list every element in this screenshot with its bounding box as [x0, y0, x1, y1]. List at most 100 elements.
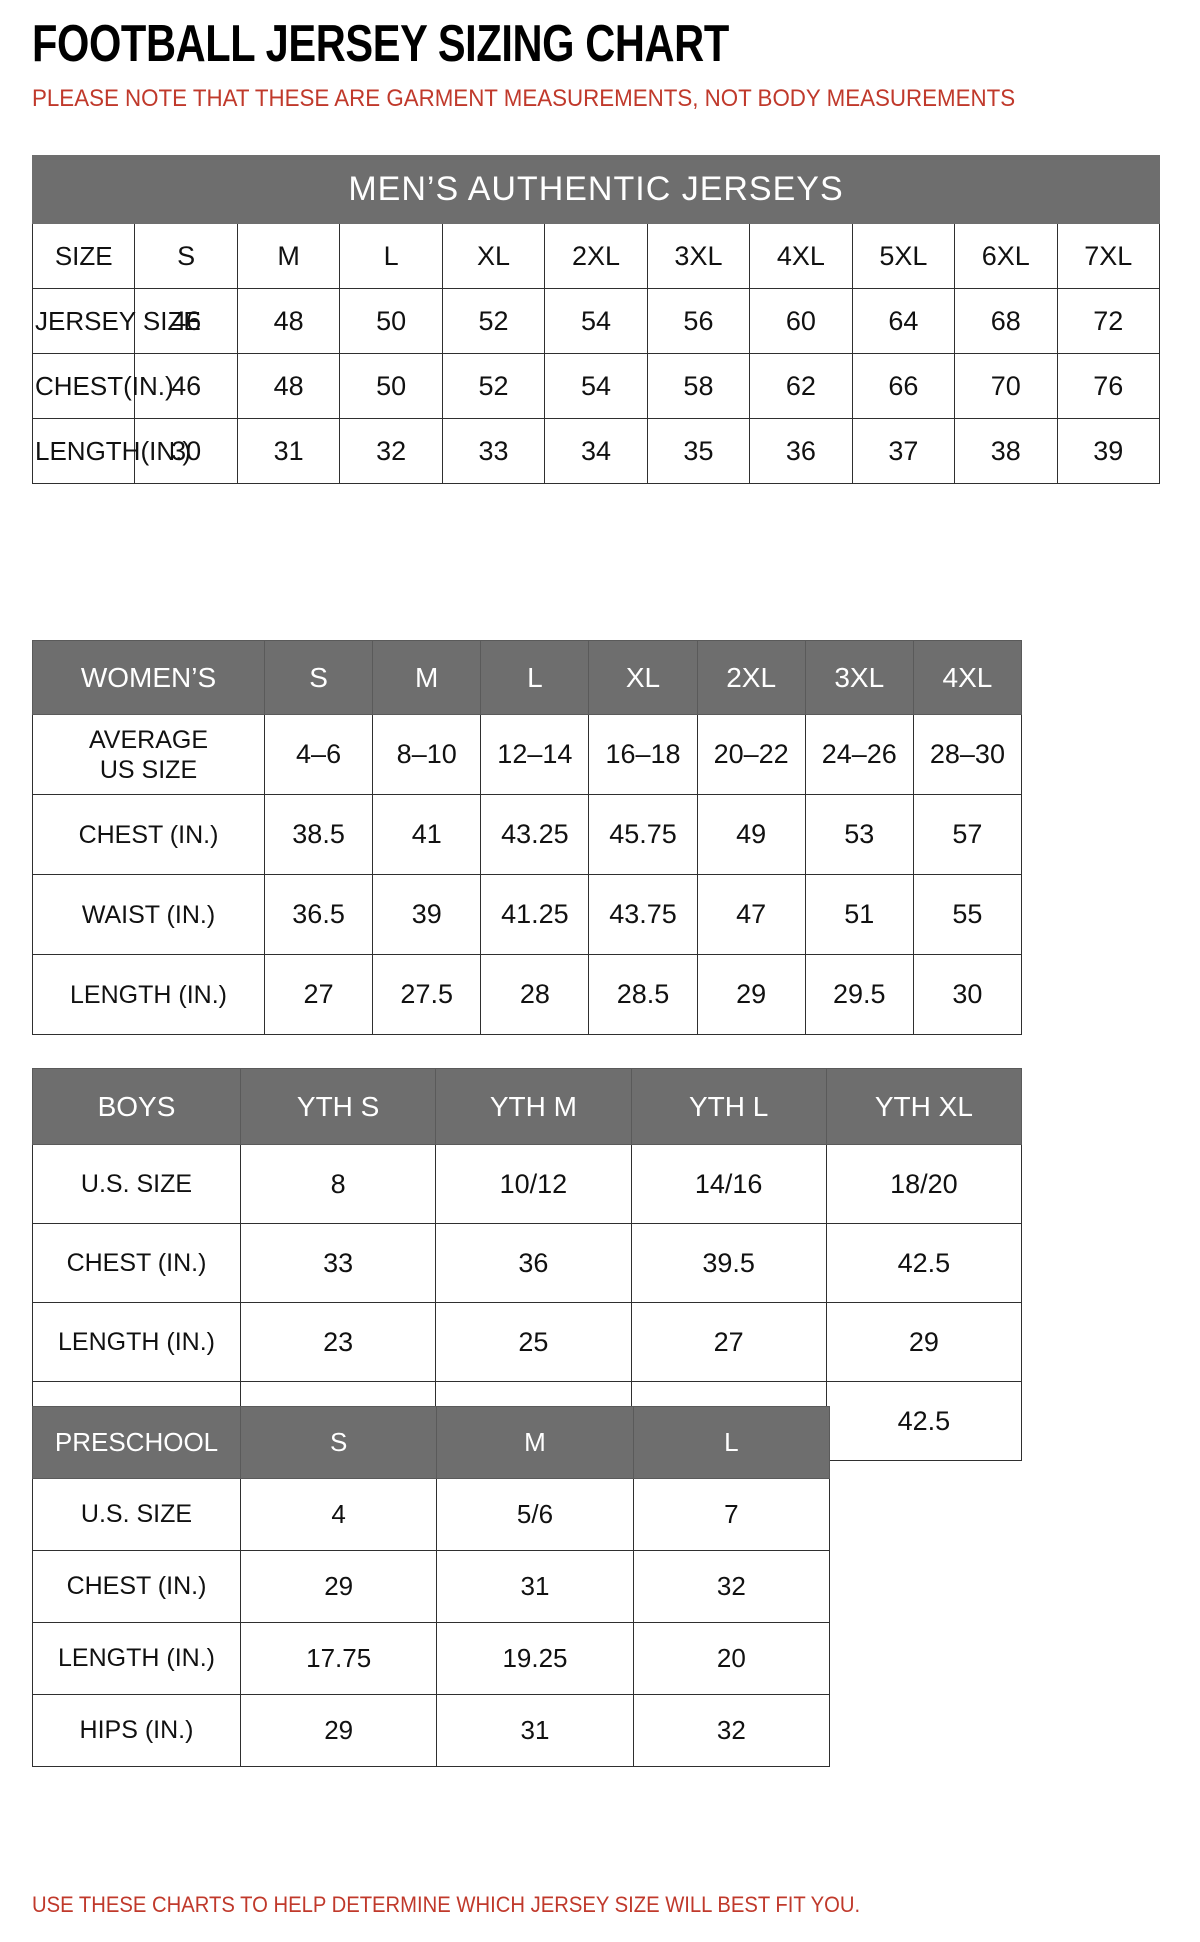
table-cell: 36: [435, 1223, 632, 1303]
table-cell: 4: [239, 1478, 438, 1551]
table-row: AVERAGE US SIZE 4–6 8–10 12–14 16–18 20–2…: [32, 714, 1023, 795]
table-cell: 42.5: [825, 1381, 1023, 1461]
table-cell: 31: [436, 1550, 634, 1623]
column-header-s: S: [263, 640, 374, 715]
table-cell: 32: [339, 418, 443, 484]
table-cell: 12–14: [480, 714, 590, 795]
table-cell: 29: [825, 1302, 1023, 1382]
column-header-6xl: 6XL: [954, 223, 1058, 289]
table-cell: 41.25: [480, 874, 590, 955]
table-cell: 29: [696, 954, 806, 1035]
row-label-chest: CHEST (IN.): [32, 794, 265, 875]
column-header-yth-l: YTH L: [630, 1068, 827, 1145]
table-cell: 47: [696, 874, 806, 955]
row-label-line1: AVERAGE: [88, 725, 209, 754]
footer-note: USE THESE CHARTS TO HELP DETERMINE WHICH…: [32, 1892, 861, 1917]
row-label-us-size: U.S. SIZE: [32, 1144, 241, 1224]
table-cell: 20: [632, 1622, 831, 1695]
table-cell: 68: [954, 288, 1058, 354]
column-header-2xl: 2XL: [544, 223, 648, 289]
table-cell: 38: [954, 418, 1058, 484]
table-cell: 28.5: [588, 954, 698, 1035]
column-header-yth-xl: YTH XL: [825, 1068, 1023, 1145]
table-cell: 23: [239, 1302, 437, 1382]
table-cell: 35: [646, 418, 751, 484]
row-label-chest: CHEST (IN.): [32, 1223, 241, 1303]
table-banner-row: MEN’S AUTHENTIC JERSEYS: [32, 155, 1160, 224]
table-cell: 38.5: [263, 794, 374, 875]
column-header-yth-m: YTH M: [435, 1068, 632, 1145]
table-cell: 52: [441, 288, 546, 354]
column-header-l: L: [632, 1406, 831, 1479]
table-cell: 39: [372, 874, 482, 955]
table-row: CHEST (IN.) 29 31 32: [32, 1550, 831, 1623]
column-header-womens: WOMEN’S: [32, 640, 265, 715]
table-cell: 36: [749, 418, 853, 484]
womens-jerseys-table: WOMEN’S S M L XL 2XL 3XL 4XL AVERAGE US S…: [32, 640, 1023, 1035]
table-cell: 57: [912, 794, 1023, 875]
table-row: CHEST (IN.) 33 36 39.5 42.5: [32, 1223, 1023, 1303]
table-cell: 29: [239, 1550, 438, 1623]
column-header-s: S: [239, 1406, 438, 1479]
table-cell: 45.75: [588, 794, 698, 875]
table-header-row: WOMEN’S S M L XL 2XL 3XL 4XL: [32, 640, 1023, 715]
table-cell: 7: [632, 1478, 831, 1551]
table-cell: 34: [544, 418, 648, 484]
table-row: LENGTH (IN.) 23 25 27 29: [32, 1302, 1023, 1382]
row-label-length: LENGTH (IN.): [32, 954, 265, 1035]
table-cell: 50: [339, 353, 443, 419]
table-cell: 39: [1056, 418, 1161, 484]
table-cell: 56: [646, 288, 751, 354]
page-title: FOOTBALL JERSEY SIZING CHART: [32, 15, 729, 73]
column-header-preschool: PRESCHOOL: [32, 1406, 241, 1479]
table-cell: 16–18: [588, 714, 698, 795]
table-cell: 8: [239, 1144, 437, 1224]
row-label-chest: CHEST (IN.): [32, 1550, 241, 1623]
table-cell: 32: [632, 1694, 831, 1767]
table-cell: 20–22: [696, 714, 806, 795]
table-header-row: SIZE S M L XL 2XL 3XL 4XL 5XL 6XL 7XL: [31, 223, 1161, 289]
row-label-us-size: U.S. SIZE: [32, 1478, 241, 1551]
table-cell: 4–6: [263, 714, 374, 795]
table-cell: 60: [749, 288, 853, 354]
column-header-m: M: [236, 223, 341, 289]
row-label-length: LENGTH (IN.): [32, 1302, 241, 1382]
table-cell: 19.25: [436, 1622, 634, 1695]
mens-authentic-jerseys-table: MEN’S AUTHENTIC JERSEYS SIZE S M L XL 2X…: [31, 155, 1161, 484]
table-cell: 64: [851, 288, 956, 354]
table-cell: 14/16: [630, 1144, 827, 1224]
table-cell: 72: [1056, 288, 1161, 354]
table-cell: 30: [134, 418, 238, 484]
row-label-chest: CHEST(IN.): [31, 353, 174, 419]
column-header-4xl: 4XL: [912, 640, 1023, 715]
row-label-waist: WAIST (IN.): [32, 874, 265, 955]
table-cell: 48: [236, 353, 341, 419]
column-header-m: M: [372, 640, 482, 715]
table-row: LENGTH (IN.) 17.75 19.25 20: [32, 1622, 831, 1695]
table-cell: 29: [239, 1694, 438, 1767]
table-cell: 53: [804, 794, 914, 875]
table-cell: 51: [804, 874, 914, 955]
table-row: CHEST(IN.) 46 48 50 52 54 58 62 66 70 76: [31, 353, 1161, 419]
column-header-3xl: 3XL: [646, 223, 751, 289]
row-label-length: LENGTH (IN.): [32, 1622, 241, 1695]
table-cell: 43.25: [480, 794, 590, 875]
row-label-length: LENGTH(IN.): [31, 418, 191, 484]
column-header-l: L: [480, 640, 590, 715]
table-cell: 18/20: [825, 1144, 1023, 1224]
table-cell: 46: [134, 288, 238, 354]
table-row: LENGTH (IN.) 27 27.5 28 28.5 29 29.5 30: [32, 954, 1023, 1035]
table-cell: 17.75: [239, 1622, 438, 1695]
table-cell: 37: [851, 418, 956, 484]
table-cell: 29.5: [804, 954, 914, 1035]
table-cell: 70: [954, 353, 1058, 419]
row-label-line2: US SIZE: [99, 755, 198, 784]
table-row: U.S. SIZE 8 10/12 14/16 18/20: [32, 1144, 1023, 1224]
column-header-5xl: 5XL: [851, 223, 956, 289]
table-cell: 27: [263, 954, 374, 1035]
table-cell: 24–26: [804, 714, 914, 795]
table-cell: 58: [646, 353, 751, 419]
table-cell: 62: [749, 353, 853, 419]
column-header-3xl: 3XL: [804, 640, 914, 715]
